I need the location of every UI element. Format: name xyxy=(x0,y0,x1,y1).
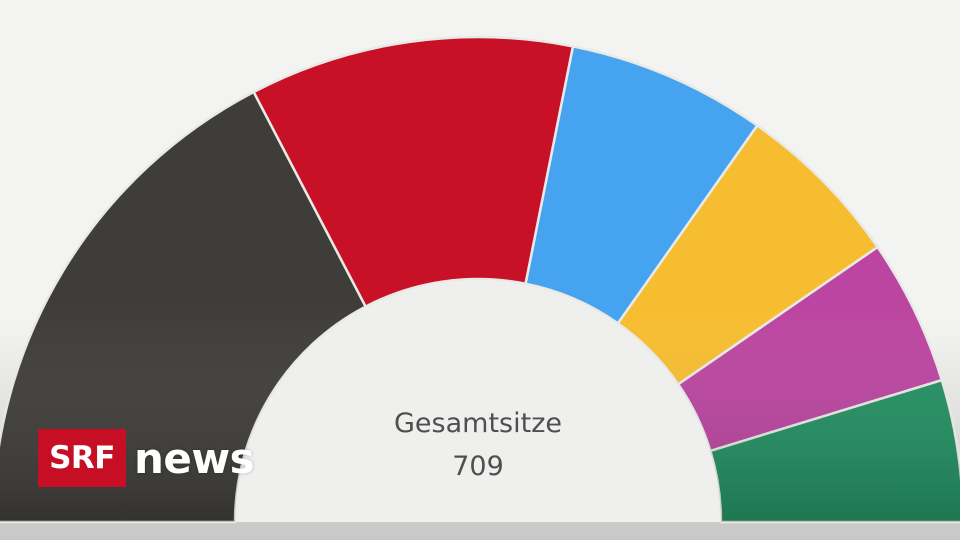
total-seats-label: Gesamtsitze xyxy=(394,408,562,439)
center-disc xyxy=(236,280,720,522)
srf-logo-box: SRF xyxy=(38,429,126,487)
total-seats-value: 709 xyxy=(452,451,504,482)
srf-news-logo: SRF news xyxy=(38,429,255,487)
news-wordmark: news xyxy=(134,433,255,483)
segment-shading xyxy=(0,37,960,522)
